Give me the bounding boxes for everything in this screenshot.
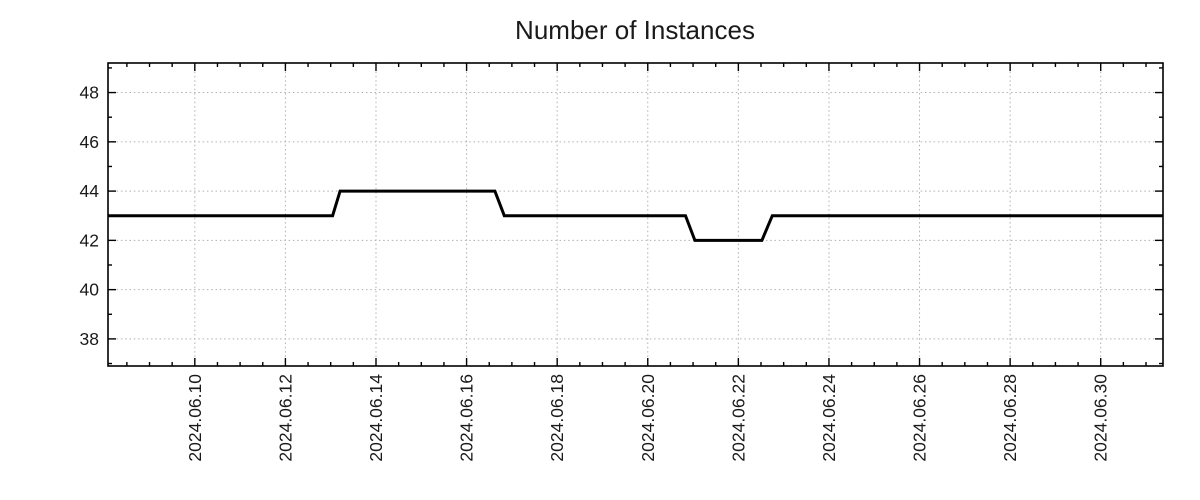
chart-title: Number of Instances (515, 15, 755, 45)
y-tick-label: 40 (80, 280, 100, 300)
x-tick-label: 2024.06.28 (1000, 374, 1020, 462)
x-tick-label: 2024.06.20 (638, 374, 658, 462)
y-tick-label: 46 (80, 132, 99, 152)
y-tick-label: 38 (80, 329, 99, 349)
x-tick-label: 2024.06.12 (275, 374, 295, 462)
x-tick-label: 2024.06.26 (910, 374, 930, 462)
x-tick-label: 2024.06.16 (457, 374, 477, 462)
data-series (108, 189, 1163, 242)
series-line-instances (108, 189, 1163, 242)
axis-labels: 2024.06.10 2024.06.12 2024.06.14 2024.06.16… (80, 83, 1111, 462)
x-tick-label: 2024.06.24 (819, 374, 839, 462)
y-tick-label: 42 (80, 230, 99, 250)
x-tick-label: 2024.06.30 (1091, 374, 1111, 462)
x-tick-label: 2024.06.10 (185, 374, 205, 462)
y-tick-label: 44 (80, 181, 100, 201)
plot-border (107, 62, 1164, 367)
x-tick-label: 2024.06.22 (728, 374, 748, 462)
x-tick-label: 2024.06.18 (547, 374, 567, 462)
x-tick-label: 2024.06.14 (366, 374, 386, 462)
y-tick-label: 48 (80, 83, 99, 103)
